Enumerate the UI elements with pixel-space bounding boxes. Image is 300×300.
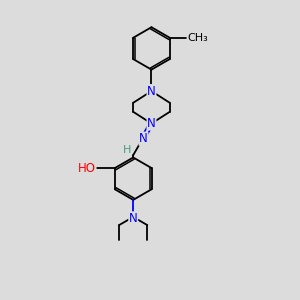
Text: HO: HO [78,162,96,175]
Text: N: N [147,85,156,98]
Text: N: N [147,117,156,130]
Text: N: N [139,132,148,145]
Text: CH₃: CH₃ [188,33,208,43]
Text: H: H [123,145,131,155]
Text: N: N [129,212,138,225]
